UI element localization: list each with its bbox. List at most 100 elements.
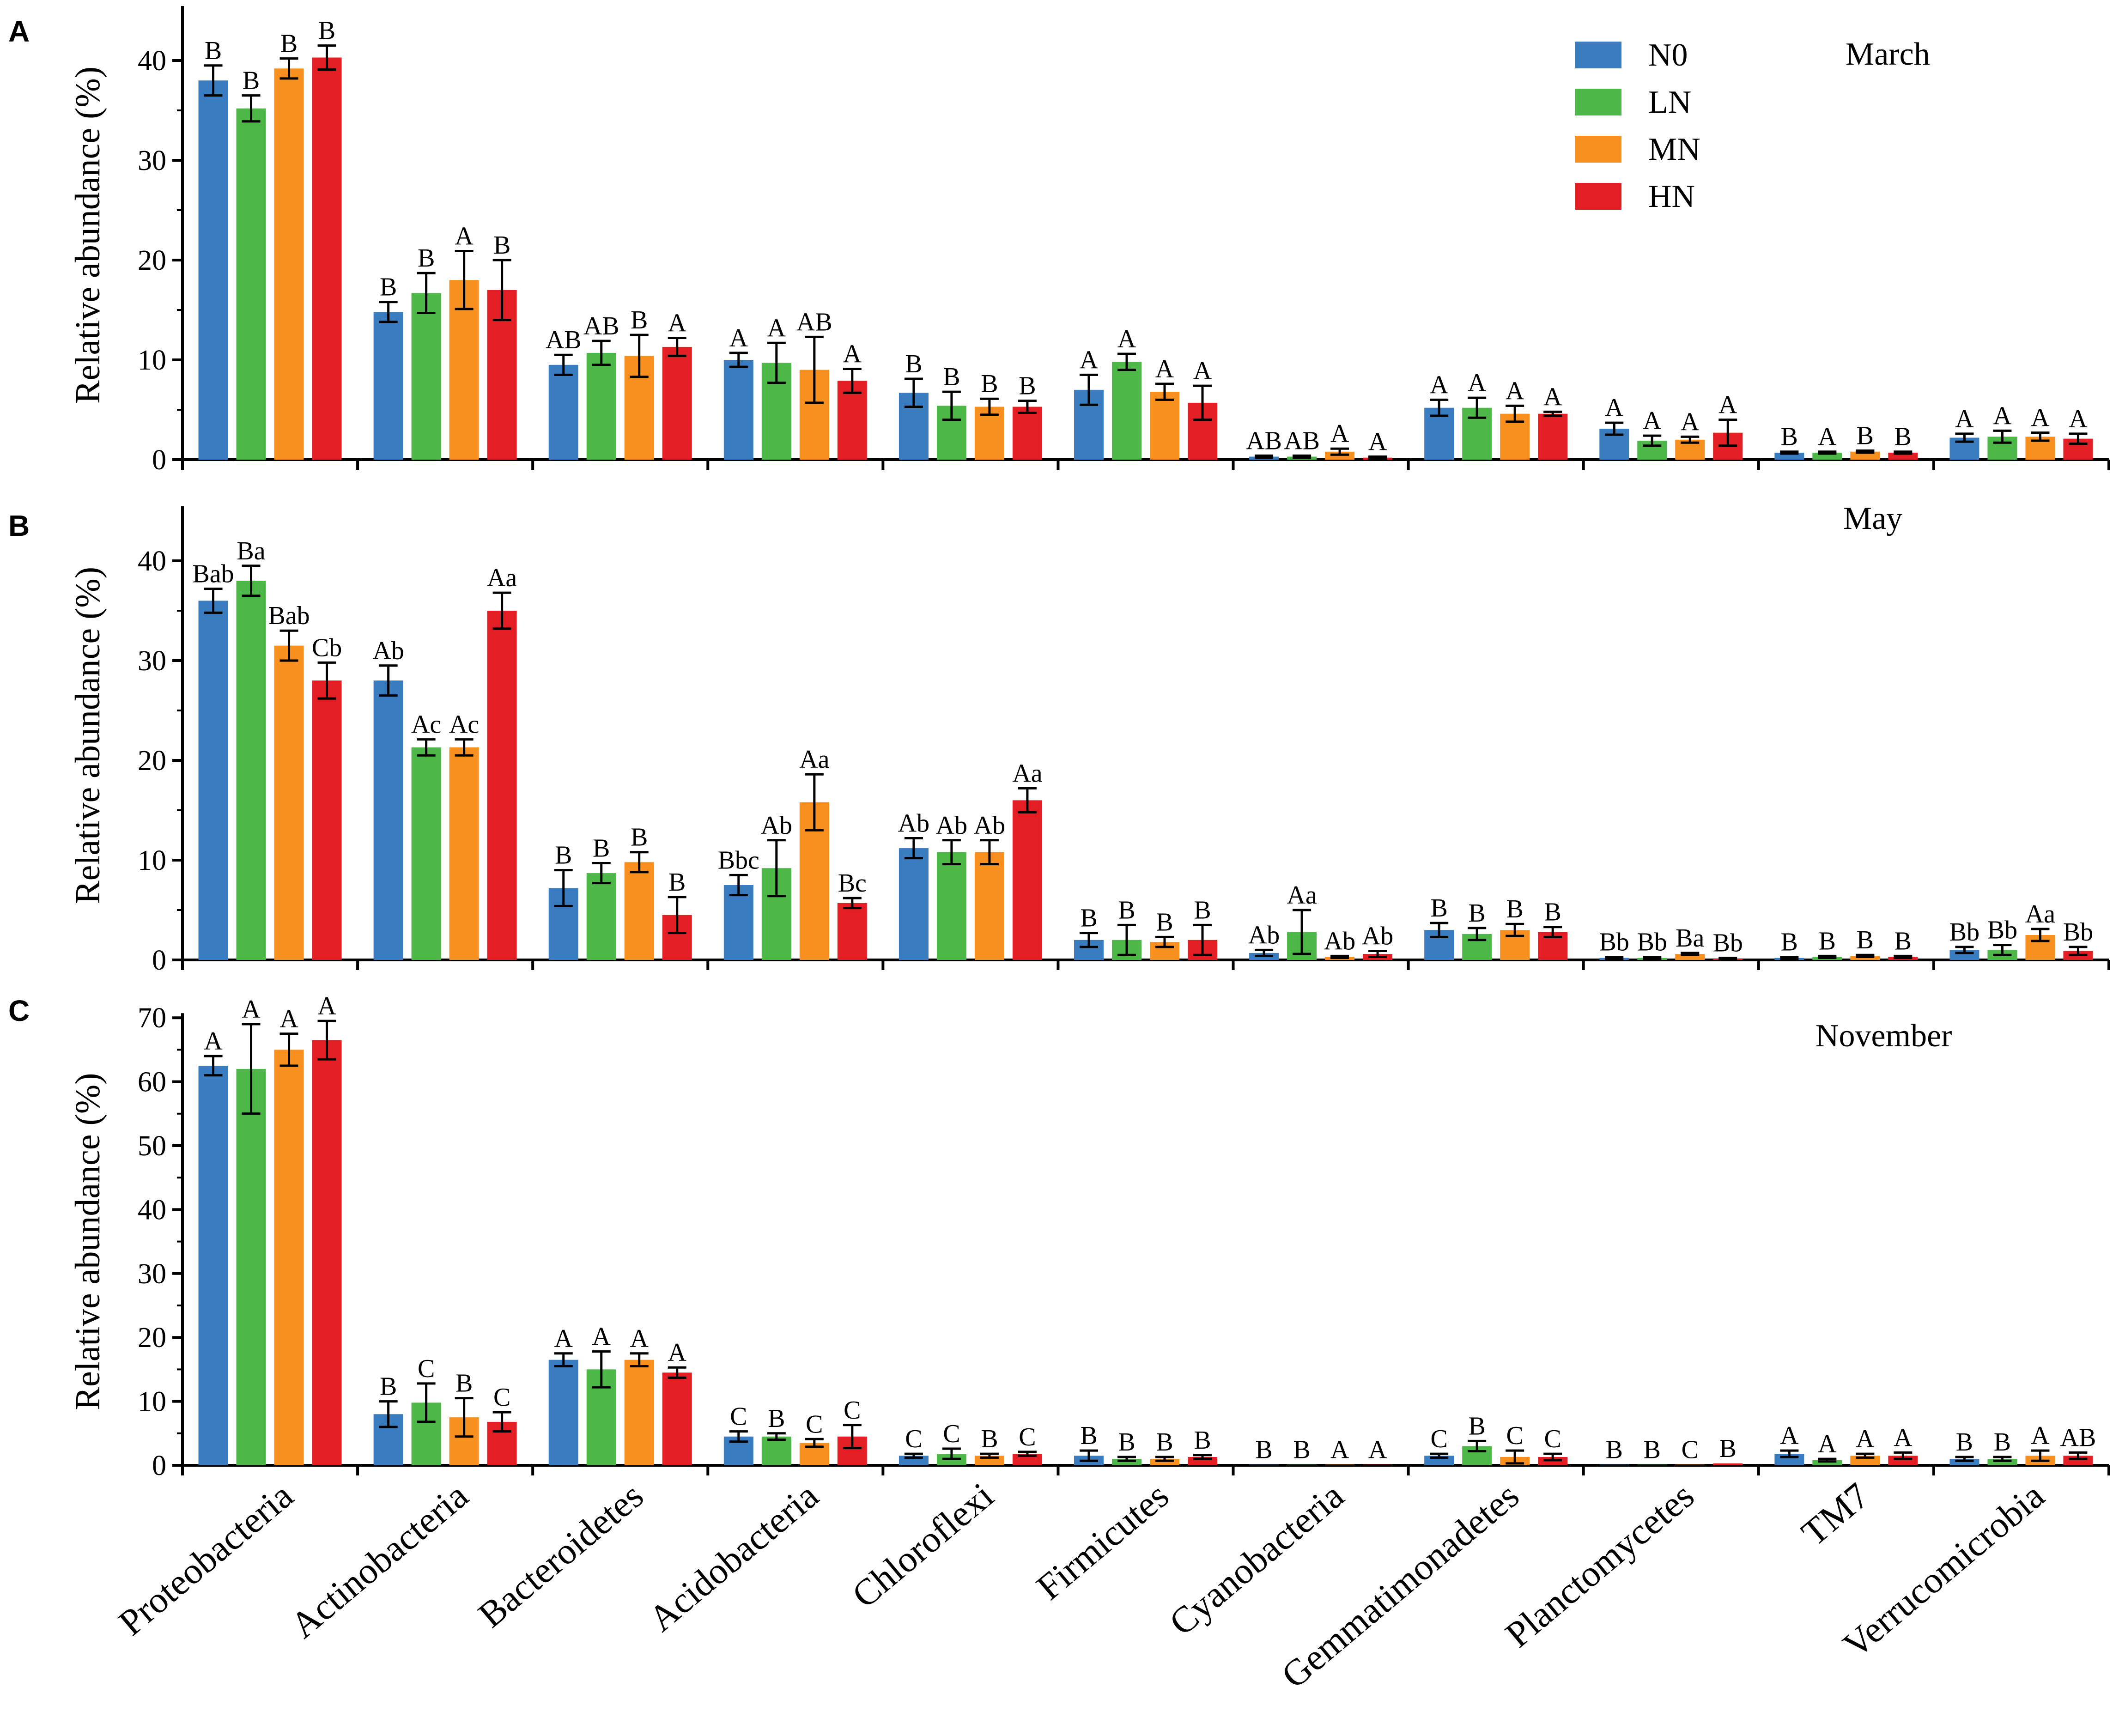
significance-label: A [1117, 325, 1136, 353]
bar-bacteroidetes-ln [586, 352, 616, 460]
bar-acidobacteria-ln [761, 1436, 791, 1465]
significance-label: Bb [1987, 916, 2017, 945]
significance-label: Ab [1324, 927, 1355, 955]
y-tick-label: 10 [138, 1386, 166, 1418]
x-category-label: Bacteroidetes [471, 1475, 651, 1635]
y-tick-label: 40 [138, 1194, 166, 1226]
bar-acidobacteria-hn [837, 903, 867, 960]
significance-label: C [1431, 1425, 1448, 1453]
x-category-label: Cyanobacteria [1162, 1475, 1351, 1643]
significance-label: B [1255, 1436, 1272, 1464]
bar-bacteroidetes-hn [662, 346, 692, 460]
y-tick-label: 10 [138, 345, 166, 376]
significance-label: B [1544, 898, 1561, 927]
bar-firmicutes-mn [1150, 392, 1179, 460]
significance-label: C [806, 1410, 823, 1439]
y-tick-label: 0 [152, 444, 166, 476]
significance-label: C [905, 1425, 922, 1453]
panel-november: C November Relative abundance (%) 0 10 20 30 40… [8, 992, 2110, 1481]
significance-label: B [1506, 895, 1524, 923]
significance-label: B [1606, 1436, 1623, 1464]
bar-proteobacteria-n0 [198, 1066, 228, 1465]
significance-label: B [1857, 926, 1874, 954]
y-tick-label: 40 [138, 45, 166, 77]
bar-proteobacteria-mn [274, 645, 304, 960]
bar-tm7-ln [1812, 1460, 1842, 1465]
significance-label: Bab [268, 601, 310, 630]
x-category-label: Firmicutes [1029, 1475, 1177, 1608]
significance-label: Ab [1362, 922, 1393, 951]
significance-label: Aa [487, 564, 517, 592]
bar-proteobacteria-hn [312, 57, 342, 460]
significance-label: AB [583, 312, 619, 340]
panel-letter: A [8, 15, 30, 48]
significance-label: B [1894, 423, 1912, 451]
legend-label: LN [1648, 85, 1691, 120]
y-tick-label: 30 [138, 1258, 166, 1290]
significance-label: B [418, 244, 435, 273]
significance-label: Ab [1248, 921, 1280, 949]
significance-label: B [1118, 1428, 1135, 1457]
y-axis-label: Relative abundance (%) [68, 1073, 107, 1410]
significance-label: A [630, 1324, 649, 1353]
significance-label: A [1894, 1423, 1913, 1452]
x-category-label: TM7 [1794, 1475, 1877, 1554]
significance-label: AB [1284, 426, 1320, 455]
significance-label: B [1019, 372, 1036, 401]
y-tick-label: 0 [152, 945, 166, 976]
bar-proteobacteria-ln [236, 108, 266, 460]
significance-label: A [1543, 382, 1562, 411]
significance-label: Bb [1637, 928, 1667, 957]
bar-proteobacteria-hn [312, 1040, 342, 1465]
significance-label: B [243, 67, 260, 95]
bar-proteobacteria-mn [274, 1050, 304, 1465]
significance-label: B [981, 370, 998, 398]
significance-label: A [242, 995, 261, 1024]
bar-bacteroidetes-ln [586, 873, 616, 960]
significance-label: B [455, 1369, 473, 1398]
significance-label: A [668, 1338, 687, 1367]
significance-label: B [1156, 908, 1173, 936]
significance-label: Bb [1599, 928, 1629, 957]
bar-actinobacteria-n0 [373, 680, 403, 960]
significance-label: Bb [1949, 918, 1979, 947]
significance-label: AB [546, 326, 582, 354]
significance-label: B [1994, 1428, 2011, 1457]
significance-label: B [1956, 1428, 1973, 1457]
significance-label: B [1894, 927, 1912, 955]
legend-label: MN [1648, 132, 1700, 167]
significance-label: A [1818, 1430, 1837, 1458]
significance-label: A [1368, 428, 1387, 456]
significance-label: A [1330, 419, 1349, 448]
significance-label: C [1544, 1425, 1561, 1453]
bar-proteobacteria-mn [274, 68, 304, 460]
significance-label: A [1718, 391, 1737, 419]
significance-label: A [1780, 1421, 1799, 1450]
significance-label: C [1019, 1423, 1036, 1451]
significance-label: B [1194, 896, 1211, 924]
panel-month-label: May [1843, 501, 1902, 536]
panel-letter: B [8, 509, 30, 542]
panel-letter: C [8, 994, 30, 1027]
significance-label: B [943, 363, 960, 391]
significance-label: A [1155, 355, 1174, 383]
significance-label: A [2031, 404, 2050, 432]
significance-label: B [1819, 927, 1836, 955]
bar-acidobacteria-hn [837, 381, 867, 460]
significance-label: Aa [799, 745, 829, 774]
significance-label: B [593, 834, 610, 862]
significance-label: Aa [2025, 900, 2055, 929]
significance-label: A [1818, 423, 1837, 451]
bar-proteobacteria-n0 [198, 80, 228, 460]
bar-actinobacteria-ln [411, 293, 441, 460]
x-category-label: Planctomycetes [1498, 1475, 1702, 1655]
legend-swatch-mn [1575, 136, 1621, 163]
bar-chloroflexi-hn [1012, 407, 1042, 460]
significance-label: Aa [1287, 881, 1317, 910]
legend-swatch-n0 [1575, 42, 1621, 68]
x-category-labels: ProteobacteriaActinobacteriaBacteroidete… [111, 1475, 2052, 1696]
significance-label: A [1643, 407, 1662, 435]
significance-label: A [554, 1324, 573, 1353]
